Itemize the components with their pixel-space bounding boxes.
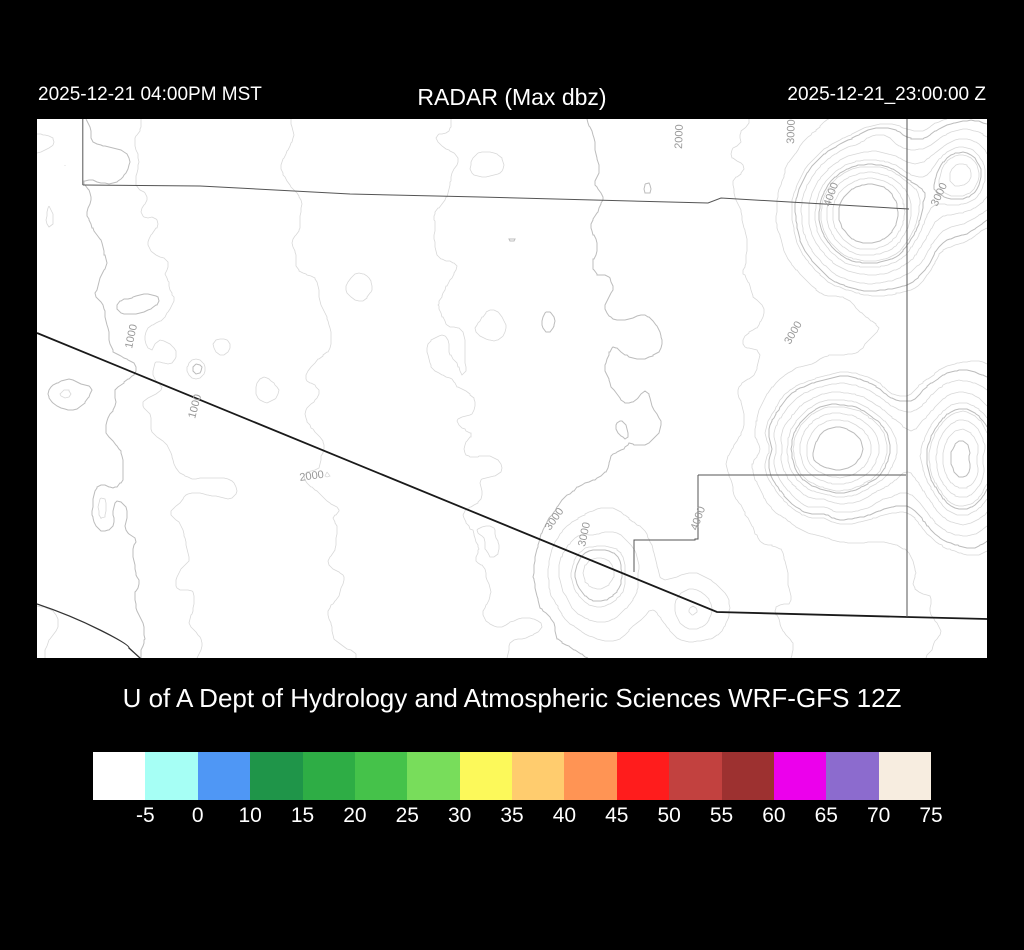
svg-text:3000: 3000	[785, 119, 798, 144]
svg-text:2000: 2000	[673, 124, 686, 149]
